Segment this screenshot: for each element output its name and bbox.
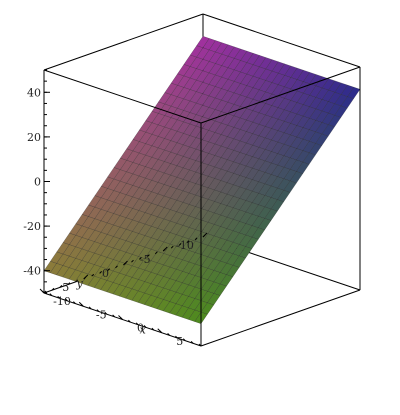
x-minor-tick xyxy=(190,340,194,344)
x-axis-label: x xyxy=(140,324,147,337)
x-minor-tick xyxy=(41,290,45,294)
y-minor-tick xyxy=(139,257,142,260)
x-minor-tick xyxy=(182,338,186,342)
y-minor-tick xyxy=(146,254,150,257)
x-minor-tick xyxy=(159,330,163,334)
x-tick-label: 0 xyxy=(137,322,144,335)
x-minor-tick xyxy=(57,295,61,299)
y-minor-tick xyxy=(67,282,71,285)
x-minor-tick xyxy=(135,322,139,326)
x-minor-tick xyxy=(73,301,76,304)
y-tick-label: -10 xyxy=(176,239,194,252)
surface xyxy=(43,36,361,324)
y-minor-tick xyxy=(202,234,206,238)
y-axis: -10 -5 0 5 y xyxy=(43,232,208,294)
x-tick-label: 5 xyxy=(176,335,183,348)
x-minor-tick xyxy=(49,293,53,297)
x-minor-tick xyxy=(167,333,170,336)
x-minor-tick xyxy=(96,309,100,312)
x-minor-tick xyxy=(143,325,147,328)
y-minor-tick xyxy=(51,287,55,291)
y-minor-tick xyxy=(91,273,95,277)
box-edge-front-2 xyxy=(200,66,361,124)
z-tick-label: 40 xyxy=(27,86,41,99)
y-tick-label: -5 xyxy=(140,253,151,266)
y-minor-tick xyxy=(99,271,103,274)
y-axis-label: y xyxy=(75,277,83,290)
x-minor-tick xyxy=(80,303,84,307)
y-tick-label: 0 xyxy=(102,267,109,280)
y-minor-tick xyxy=(59,285,63,288)
box-edge-front-1 xyxy=(43,13,204,71)
y-minor-tick xyxy=(170,245,174,249)
x-axis: -10 -5 0 5 x xyxy=(39,288,202,348)
y-minor-tick xyxy=(162,248,166,252)
z-tick-label: -40 xyxy=(23,265,41,278)
x-minor-tick xyxy=(151,327,155,331)
y-minor-tick xyxy=(131,259,134,263)
box-edge-front-3 xyxy=(43,69,202,124)
z-tick-label: 0 xyxy=(34,176,41,189)
y-minor-tick xyxy=(154,251,158,255)
x-minor-tick xyxy=(104,311,108,315)
y-minor-tick xyxy=(178,243,182,246)
z-tick-label: 20 xyxy=(27,131,41,144)
box-edge-front-7 xyxy=(200,289,361,347)
x-minor-tick xyxy=(88,306,92,310)
x-tick-label: -5 xyxy=(96,308,107,321)
x-tick-label: -10 xyxy=(53,295,71,308)
x-minor-tick xyxy=(198,343,202,347)
y-minor-tick xyxy=(107,268,110,271)
y-minor-tick xyxy=(83,276,87,280)
y-tick-label: 5 xyxy=(62,281,69,294)
x-minor-tick xyxy=(175,335,178,339)
z-tick-label: -20 xyxy=(23,220,41,233)
x-minor-tick xyxy=(112,314,116,318)
y-minor-tick xyxy=(194,237,198,241)
y-minor-tick xyxy=(75,279,79,283)
y-minor-tick xyxy=(115,265,118,269)
x-minor-tick xyxy=(65,298,68,302)
y-minor-tick xyxy=(123,262,126,266)
z-axis: -40 -20 0 20 40 xyxy=(23,69,50,294)
box-edge-front-0 xyxy=(202,13,361,68)
y-minor-tick xyxy=(186,240,190,243)
x-minor-tick xyxy=(127,319,131,323)
x-minor-tick xyxy=(120,317,123,320)
